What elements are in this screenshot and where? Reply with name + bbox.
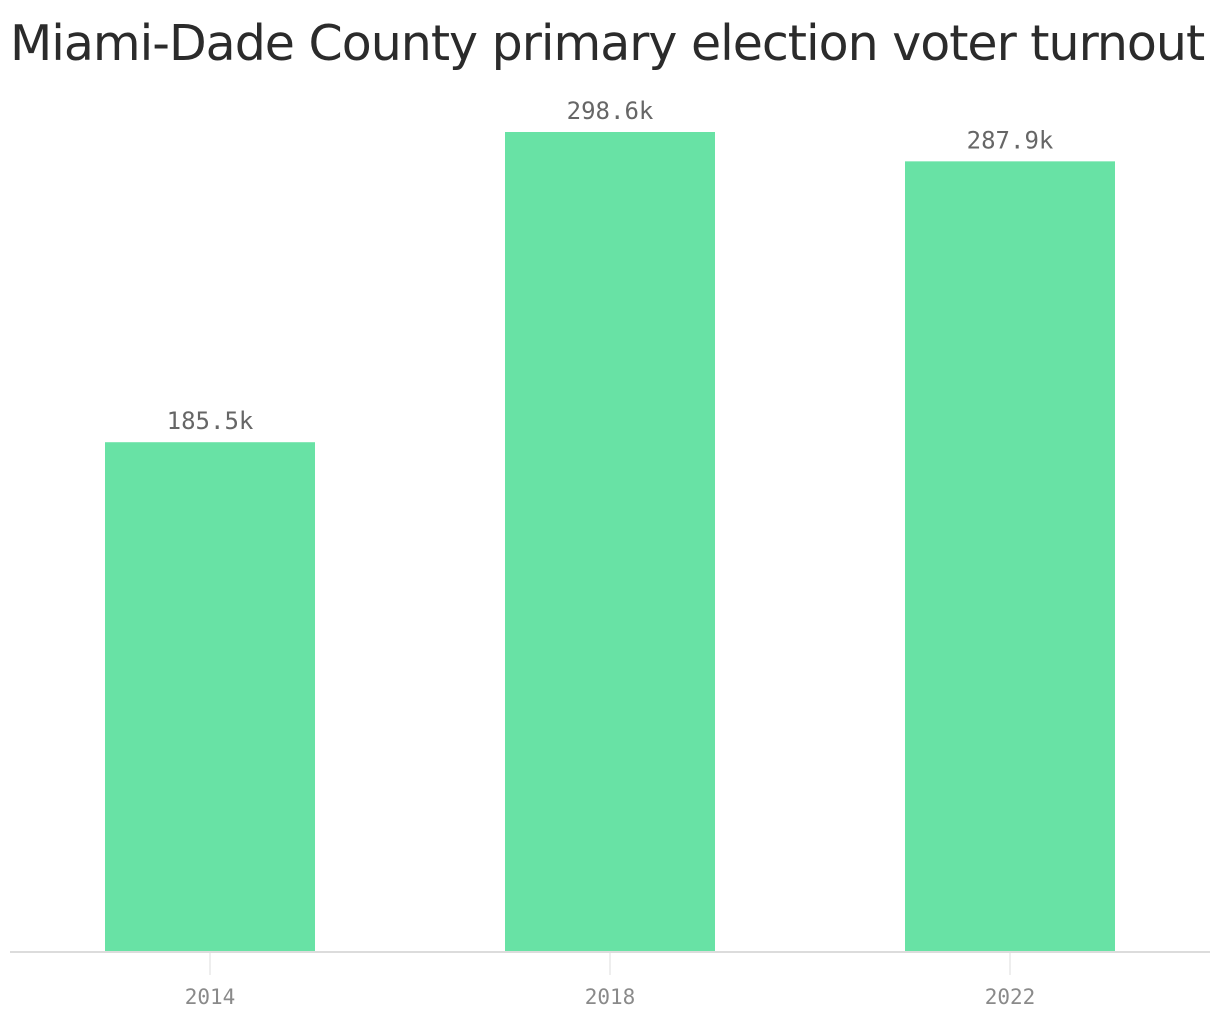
bar-2014 (105, 442, 315, 951)
x-axis-ticks: 2014 2018 2022 (185, 952, 1036, 1009)
x-tick-label-2014: 2014 (185, 985, 236, 1009)
chart-title: Miami-Dade County primary election voter… (10, 15, 1205, 72)
bars-group (105, 132, 1115, 951)
value-label-2014: 185.5k (167, 407, 254, 435)
x-tick-label-2018: 2018 (585, 985, 636, 1009)
value-label-2018: 298.6k (567, 97, 654, 125)
value-labels-group: 185.5k 298.6k 287.9k (167, 97, 1054, 435)
bar-2018 (505, 132, 715, 951)
bar-2022 (905, 161, 1115, 951)
x-tick-label-2022: 2022 (985, 985, 1036, 1009)
value-label-2022: 287.9k (967, 126, 1054, 154)
